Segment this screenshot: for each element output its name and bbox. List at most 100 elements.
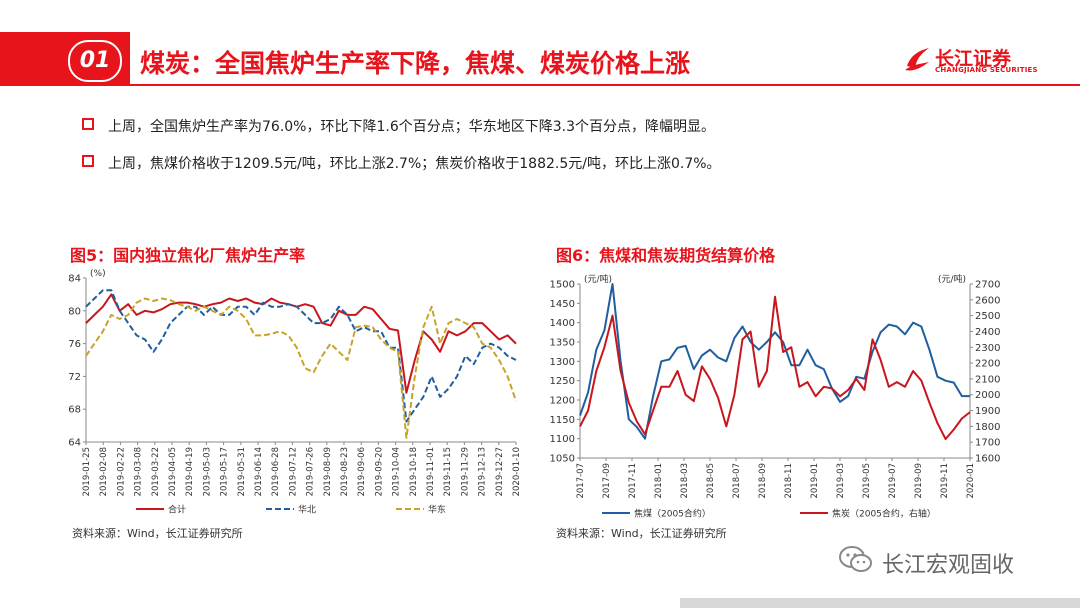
wechat-icon bbox=[839, 546, 872, 572]
x-tick-label: 2019-08-23 bbox=[340, 447, 350, 496]
x-tick-label: 2019-11-15 bbox=[443, 447, 453, 496]
chart6-title: 图6：焦煤和焦炭期货结算价格 bbox=[556, 246, 776, 265]
logo-text-en: CHANGJIANG SECURITIES bbox=[935, 66, 1038, 74]
chart6-source: 资料来源：Wind，长江证券研究所 bbox=[556, 527, 727, 540]
y-right-tick-label: 2700 bbox=[975, 280, 1000, 291]
chart6-futures-price: 1050 1100 1150 1200 1250 1300 1350 1400 1450 1500… bbox=[550, 273, 1001, 519]
x-tick-label: 2019-03-22 bbox=[151, 447, 161, 496]
legend-label-2: 焦炭（2005合约，右轴） bbox=[832, 508, 936, 519]
chart5-title: 图5：国内独立焦化厂焦炉生产率 bbox=[70, 246, 306, 265]
y-right-tick-label: 2500 bbox=[975, 311, 1000, 322]
y-tick-label: 1400 bbox=[550, 318, 575, 329]
x-tick-label: 2019-04-19 bbox=[185, 447, 195, 496]
x-tick-label: 2020-01-10 bbox=[512, 447, 522, 496]
y-tick-label: 84 bbox=[68, 274, 81, 285]
logo-text-cn: 长江证券 bbox=[935, 48, 1012, 70]
x-tick-label: 2018-01 bbox=[654, 463, 664, 499]
x-tick-label: 2017-09 bbox=[602, 463, 612, 499]
x-tick-label: 2019-03-08 bbox=[134, 447, 144, 496]
y-tick-label: 1500 bbox=[550, 280, 575, 291]
series-line-2 bbox=[85, 289, 517, 423]
x-tick-label: 2018-07 bbox=[732, 463, 742, 499]
section-number-badge: 01 bbox=[68, 40, 122, 82]
y-tick-label: 1300 bbox=[550, 357, 575, 368]
y-tick-label: 1450 bbox=[550, 299, 575, 310]
x-tick-label: 2018-11 bbox=[784, 463, 794, 499]
y-tick-label: 76 bbox=[68, 339, 81, 350]
corner-decoration bbox=[680, 598, 1080, 608]
x-tick-label: 2019-01 bbox=[810, 463, 820, 499]
y-right-tick-label: 1700 bbox=[975, 438, 1000, 449]
x-tick-label: 2019-12-27 bbox=[495, 447, 505, 496]
watermark-text: 长江宏观固收 bbox=[882, 553, 1015, 578]
x-tick-label: 2017-07 bbox=[576, 463, 586, 499]
x-tick-label: 2020-01 bbox=[966, 463, 976, 499]
bullet-square-icon bbox=[82, 118, 94, 130]
x-tick-label: 2019-10-04 bbox=[392, 447, 402, 496]
series-line-3 bbox=[85, 297, 517, 439]
x-tick-label: 2019-09 bbox=[914, 463, 924, 499]
y-tick-label: 1100 bbox=[550, 434, 575, 445]
y-tick-label: 1050 bbox=[550, 454, 575, 465]
x-tick-label: 2019-12-13 bbox=[478, 447, 488, 496]
y-tick-label: 80 bbox=[68, 306, 81, 317]
series-line-1 bbox=[579, 283, 970, 440]
x-tick-label: 2019-11-01 bbox=[426, 447, 436, 496]
x-tick-label: 2019-04-05 bbox=[168, 447, 178, 496]
x-tick-label: 2019-05-03 bbox=[202, 447, 212, 496]
y-right-tick-label: 2300 bbox=[975, 343, 1000, 354]
x-tick-label: 2019-02-08 bbox=[99, 447, 109, 496]
x-tick-label: 2019-07-12 bbox=[288, 447, 298, 496]
y-tick-label: 72 bbox=[68, 372, 81, 383]
wechat-watermark: 长江宏观固收 bbox=[838, 543, 1058, 579]
x-tick-label: 2018-09 bbox=[758, 463, 768, 499]
x-tick-label: 2019-03 bbox=[836, 463, 846, 499]
x-tick-label: 2019-11 bbox=[940, 463, 950, 499]
bullet-item-1: 上周，全国焦炉生产率为76.0%，环比下降1.6个百分点；华东地区下降3.3个百… bbox=[82, 116, 715, 136]
series-line-1 bbox=[85, 293, 517, 394]
bullet-text-1: 上周，全国焦炉生产率为76.0%，环比下降1.6个百分点；华东地区下降3.3个百… bbox=[108, 119, 716, 135]
y-right-tick-label: 1600 bbox=[975, 454, 1000, 465]
y-tick-label: 1150 bbox=[550, 415, 575, 426]
y-axis-unit-label: (元/吨) bbox=[584, 273, 612, 285]
chart5-source: 资料来源：Wind，长江证券研究所 bbox=[72, 527, 243, 540]
y-right-tick-label: 1800 bbox=[975, 422, 1000, 433]
x-tick-label: 2019-05 bbox=[862, 463, 872, 499]
y-tick-label: 1250 bbox=[550, 376, 575, 387]
x-tick-label: 2019-09-06 bbox=[357, 447, 367, 496]
y-tick-label: 1350 bbox=[550, 338, 575, 349]
x-tick-label: 2019-07 bbox=[888, 463, 898, 499]
y-right-tick-label: 2100 bbox=[975, 374, 1000, 385]
bullet-item-2: 上周，焦煤价格收于1209.5元/吨，环比上涨2.7%；焦炭价格收于1882.5… bbox=[82, 153, 721, 173]
x-tick-label: 2018-03 bbox=[680, 463, 690, 499]
y-tick-label: 1200 bbox=[550, 396, 575, 407]
y-right-tick-label: 1900 bbox=[975, 406, 1000, 417]
logo-mark-icon bbox=[905, 48, 929, 71]
x-tick-label: 2019-06-28 bbox=[271, 447, 281, 496]
x-tick-label: 2019-01-25 bbox=[82, 447, 92, 496]
chart5-production-rate: 64 68 72 76 80 84 (%) 2019-01-25 2019-02-08 2019-… bbox=[68, 269, 522, 516]
page-title: 煤炭：全国焦炉生产率下降，焦煤、煤炭价格上涨 bbox=[140, 49, 691, 78]
y-tick-label: 64 bbox=[68, 438, 81, 449]
series-line-2 bbox=[579, 295, 971, 440]
x-tick-label: 2019-10-18 bbox=[409, 447, 419, 496]
y-right-tick-label: 2200 bbox=[975, 359, 1000, 370]
y-right-tick-label: 2400 bbox=[975, 327, 1000, 338]
x-tick-label: 2019-06-14 bbox=[254, 447, 264, 496]
y-tick-label: 68 bbox=[68, 405, 81, 416]
y-axis-unit-label: (%) bbox=[90, 269, 106, 279]
x-tick-label: 2019-05-31 bbox=[237, 447, 247, 496]
legend-label-2: 华北 bbox=[298, 504, 316, 516]
x-tick-label: 2019-05-17 bbox=[220, 447, 230, 496]
x-tick-label: 2019-09-20 bbox=[374, 447, 384, 496]
x-tick-label: 2018-05 bbox=[706, 463, 716, 499]
x-tick-label: 2019-08-09 bbox=[323, 447, 333, 496]
y-right-tick-label: 2600 bbox=[975, 295, 1000, 306]
y-axis-right-unit-label: (元/吨) bbox=[938, 273, 966, 285]
bullet-square-icon bbox=[82, 155, 94, 167]
y-right-tick-label: 2000 bbox=[975, 390, 1000, 401]
legend-label-3: 华东 bbox=[428, 504, 446, 516]
company-logo: 长江证券 CHANGJIANG SECURITIES bbox=[903, 44, 1043, 76]
bullet-text-2: 上周，焦煤价格收于1209.5元/吨，环比上涨2.7%；焦炭价格收于1882.5… bbox=[108, 156, 721, 172]
header-rule bbox=[130, 84, 1080, 86]
